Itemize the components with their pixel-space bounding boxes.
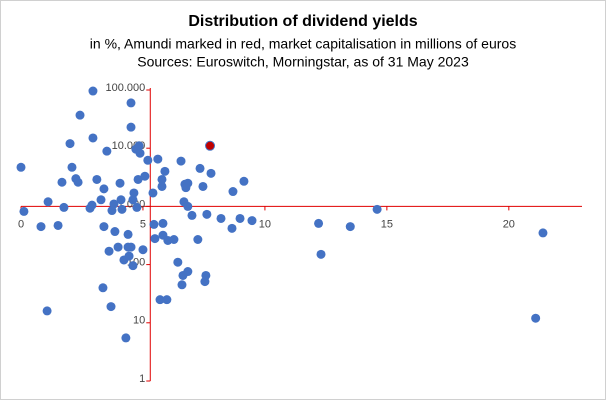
chart-subtitle: in %, Amundi marked in red, market capit…: [90, 36, 516, 52]
data-point: [193, 234, 203, 244]
data-point: [123, 229, 133, 239]
data-point: [16, 162, 26, 172]
data-point: [53, 220, 63, 230]
data-point: [173, 257, 183, 267]
data-point: [110, 227, 120, 237]
x-tick-label: 5: [140, 218, 146, 230]
data-point: [117, 204, 127, 214]
data-point: [98, 283, 108, 293]
data-point: [109, 199, 119, 209]
data-point: [43, 197, 53, 207]
data-point: [183, 178, 193, 188]
data-point: [538, 228, 548, 238]
data-point: [124, 251, 134, 261]
data-point: [102, 146, 112, 156]
data-point: [75, 110, 85, 120]
data-point: [314, 218, 324, 228]
data-point: [126, 122, 136, 132]
data-point: [216, 213, 226, 223]
data-point: [198, 181, 208, 191]
x-tick-label: 0: [18, 218, 24, 230]
data-point: [143, 155, 153, 165]
data-point: [134, 141, 144, 151]
data-point: [155, 295, 165, 305]
data-point: [205, 140, 216, 151]
data-point: [19, 206, 29, 216]
data-point: [157, 181, 167, 191]
data-point: [67, 162, 77, 172]
data-point: [116, 195, 126, 205]
x-tick-label: 20: [503, 218, 515, 230]
data-point: [176, 156, 186, 166]
data-point: [149, 219, 159, 229]
data-point: [345, 222, 355, 232]
data-point: [129, 188, 139, 198]
data-point: [160, 166, 170, 176]
data-point: [228, 187, 238, 197]
data-point: [36, 222, 46, 232]
data-point: [158, 218, 168, 228]
data-point: [99, 222, 109, 232]
data-point: [88, 133, 98, 143]
data-point: [99, 184, 109, 194]
data-point: [227, 223, 237, 233]
data-point: [153, 154, 163, 164]
data-point: [195, 163, 205, 173]
data-point: [183, 201, 193, 211]
data-point: [135, 148, 145, 158]
data-point: [133, 174, 143, 184]
data-point: [92, 174, 102, 184]
data-point: [126, 242, 136, 252]
data-point: [126, 98, 136, 108]
data-point: [121, 333, 131, 343]
data-point: [148, 188, 158, 198]
data-point: [96, 195, 106, 205]
data-point: [59, 202, 69, 212]
data-point: [202, 209, 212, 219]
data-point: [247, 216, 257, 226]
data-point: [169, 234, 179, 244]
x-tick-label: 15: [381, 218, 393, 230]
data-point: [206, 168, 216, 178]
data-point: [87, 200, 97, 210]
x-tick-label: 10: [259, 218, 271, 230]
chart-source: Sources: Euroswitch, Morningstar, as of …: [137, 54, 469, 70]
data-point: [531, 313, 541, 323]
data-point: [372, 204, 382, 214]
data-point: [201, 270, 211, 280]
data-point: [183, 267, 193, 277]
data-point: [106, 302, 116, 312]
data-point: [162, 295, 172, 305]
y-tick-label: 100.000: [106, 82, 146, 94]
data-point: [150, 234, 160, 244]
data-point: [42, 306, 52, 316]
data-point: [177, 280, 187, 290]
data-point: [128, 261, 138, 271]
y-tick-label: 1: [139, 373, 145, 385]
data-point: [128, 195, 138, 205]
data-point: [157, 174, 167, 184]
data-point: [235, 213, 245, 223]
data-point: [138, 245, 148, 255]
data-point: [104, 246, 114, 256]
data-point: [73, 177, 83, 187]
chart-title: Distribution of dividend yields: [188, 13, 417, 30]
data-point: [115, 178, 125, 188]
data-point: [316, 249, 326, 259]
data-point: [88, 86, 98, 96]
data-point: [132, 202, 142, 212]
data-point: [239, 176, 249, 186]
data-point: [65, 139, 75, 149]
y-tick-label: 10: [133, 315, 145, 327]
data-point: [113, 242, 123, 252]
data-point: [140, 171, 150, 181]
data-point: [57, 177, 67, 187]
data-point: [187, 210, 197, 220]
